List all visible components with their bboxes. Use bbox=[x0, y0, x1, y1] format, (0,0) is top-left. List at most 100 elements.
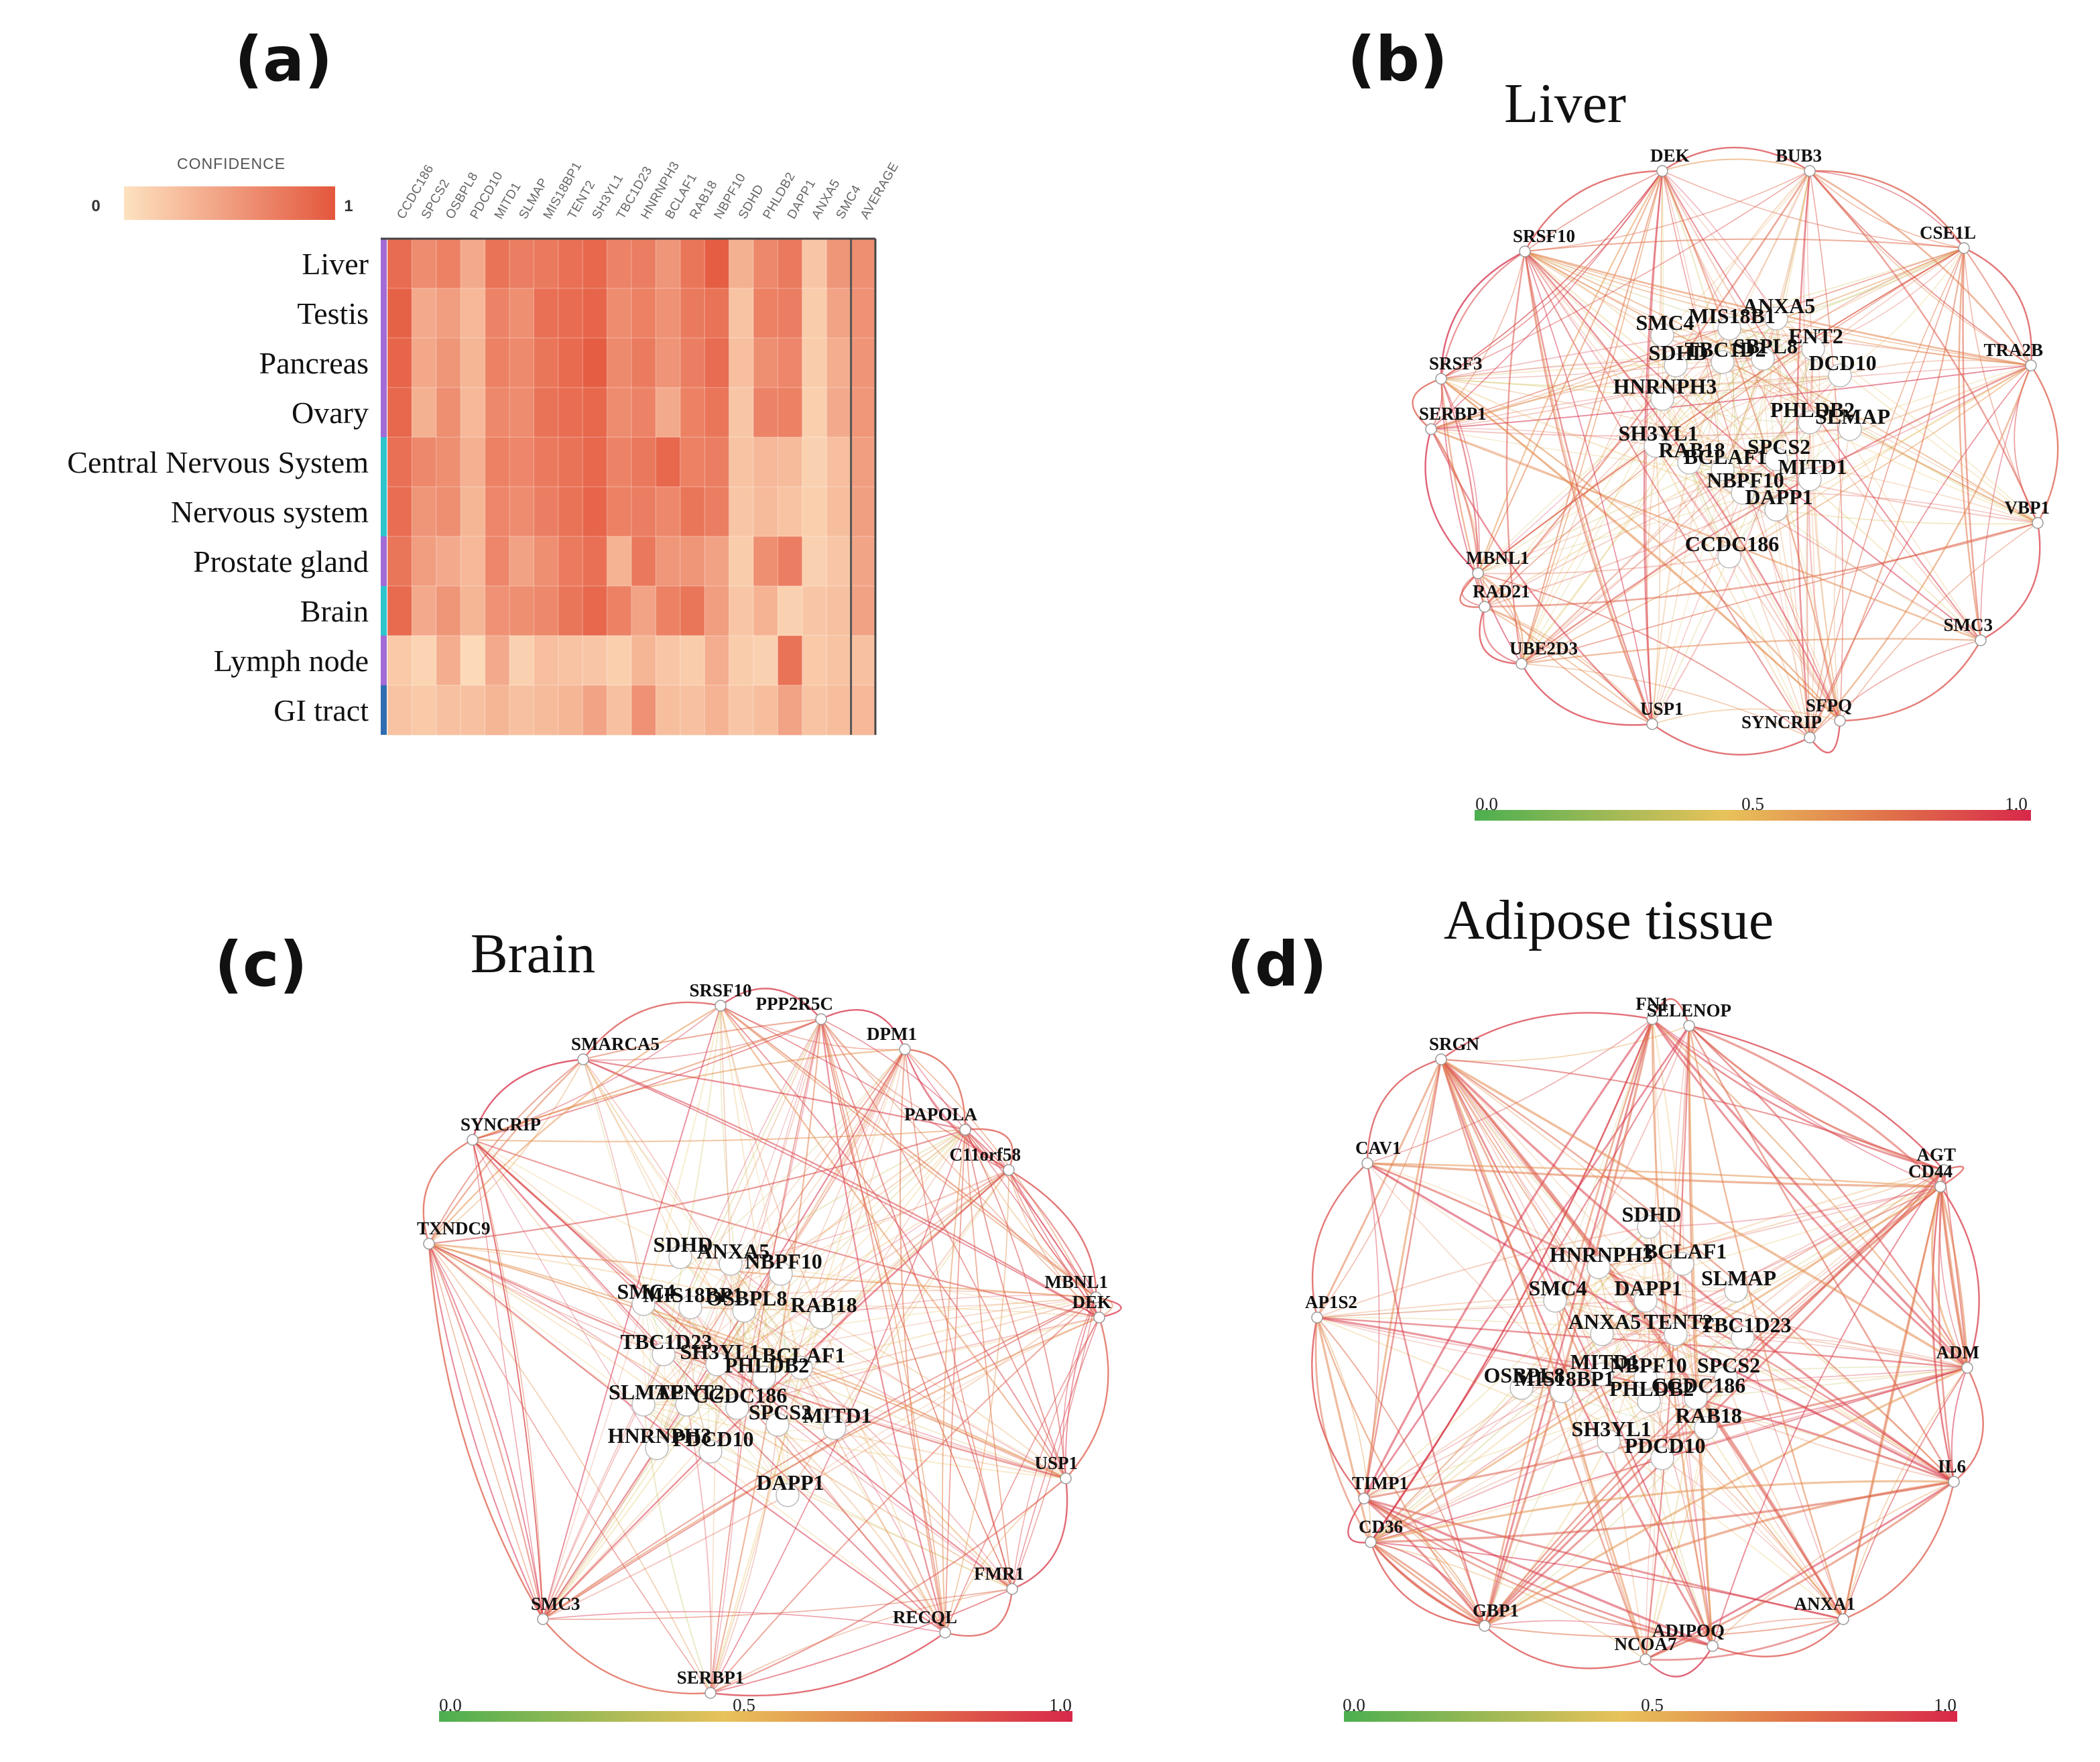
network-node-label: DEK bbox=[1072, 1292, 1111, 1312]
network-node-label: OSBPL8 bbox=[1484, 1363, 1565, 1387]
network-edge bbox=[1483, 606, 1522, 665]
network-node-label: SMC3 bbox=[1944, 615, 1993, 635]
network-edge bbox=[942, 1129, 966, 1633]
network-edge bbox=[1370, 1541, 1485, 1627]
network-edge bbox=[1675, 1169, 1944, 1335]
network-edge bbox=[762, 1273, 782, 1378]
network-node-label: SBPL8 bbox=[1733, 334, 1798, 358]
network-edge bbox=[1430, 328, 1730, 430]
network-edge bbox=[1316, 1226, 1650, 1318]
network-edge bbox=[1939, 1186, 1969, 1368]
heatmap-row-label: Nervous system bbox=[171, 495, 369, 529]
heatmap-cell bbox=[729, 387, 755, 438]
heatmap-cell bbox=[704, 387, 730, 438]
network-edge bbox=[1722, 361, 1851, 430]
network-edge bbox=[1688, 1024, 1944, 1171]
network-edge bbox=[1440, 1059, 1646, 1378]
network-edge bbox=[1652, 459, 1778, 725]
network-edge bbox=[1662, 146, 1810, 172]
heatmap-cell bbox=[533, 288, 559, 339]
network-node-label: OSBPL8 bbox=[706, 1286, 788, 1310]
network-edge bbox=[1675, 1334, 1955, 1482]
network-node-label: SPCS2 bbox=[749, 1400, 812, 1424]
network-edge bbox=[1812, 247, 1965, 349]
network-node-label: MIS18BP1 bbox=[643, 1283, 743, 1307]
heatmap-cell bbox=[607, 337, 633, 389]
network-edge bbox=[1729, 428, 1851, 557]
network-edge bbox=[1688, 1024, 1944, 1171]
network-edge bbox=[820, 1018, 946, 1633]
network-edge bbox=[1953, 1367, 1984, 1482]
network-edge bbox=[428, 1242, 1066, 1480]
heatmap-cell bbox=[851, 486, 877, 538]
network-edge bbox=[1316, 1317, 1485, 1627]
network-node bbox=[1060, 1472, 1072, 1484]
network-node-label: MITD1 bbox=[802, 1403, 871, 1427]
heatmap-cell bbox=[582, 238, 608, 290]
heatmap-cell bbox=[826, 685, 852, 736]
network-edge bbox=[1598, 1267, 1663, 1459]
network-edge bbox=[472, 1139, 946, 1633]
heatmap-cell bbox=[607, 536, 633, 587]
network-node bbox=[1731, 481, 1755, 505]
heatmap-cell bbox=[631, 486, 657, 538]
network-edge bbox=[1601, 1334, 1968, 1368]
network-edge bbox=[1561, 1366, 1968, 1392]
network-node bbox=[1590, 1362, 1614, 1387]
network-edge bbox=[1316, 1316, 1968, 1369]
network-edge bbox=[710, 1588, 1013, 1694]
network-edge bbox=[1316, 1317, 1372, 1543]
heatmap-cell bbox=[826, 436, 852, 488]
network-node bbox=[1006, 1583, 1018, 1595]
heatmap-cell bbox=[582, 486, 608, 538]
network-node bbox=[1975, 634, 1987, 646]
network-edge bbox=[1776, 459, 2038, 524]
network-edge bbox=[1440, 1025, 1690, 1062]
network-edge bbox=[1662, 170, 1841, 721]
network-edge bbox=[1776, 348, 1814, 460]
network-node-label: SFPQ bbox=[1806, 695, 1852, 715]
network-edge bbox=[800, 1367, 1013, 1590]
heatmap-cell bbox=[777, 288, 803, 339]
network-node-label: SRGN bbox=[1429, 1034, 1480, 1054]
heatmap-cell bbox=[436, 436, 462, 488]
network-node bbox=[1550, 1379, 1574, 1403]
network-edge bbox=[904, 1048, 967, 1130]
heatmap-cell bbox=[509, 288, 535, 339]
network-node bbox=[675, 1393, 699, 1417]
network-edge bbox=[1809, 170, 2039, 524]
network-edge bbox=[1064, 1297, 1097, 1479]
network-node bbox=[1764, 497, 1788, 522]
heatmap-cell bbox=[558, 387, 584, 438]
heatmap-cell bbox=[460, 238, 486, 290]
network-edge bbox=[717, 1317, 822, 1365]
network-node-label: AGT bbox=[1916, 1144, 1956, 1165]
network-node-label: RAB18 bbox=[1658, 438, 1725, 462]
network-edge bbox=[1742, 170, 1810, 493]
network-edge bbox=[1839, 640, 1982, 722]
network-edge bbox=[1688, 1025, 1845, 1620]
network-edge bbox=[904, 1049, 1013, 1590]
heatmap-cell bbox=[533, 387, 559, 438]
heatmap-cell bbox=[411, 436, 437, 488]
network-edge bbox=[1776, 247, 1965, 319]
heatmap-cell bbox=[387, 685, 413, 736]
network-edge bbox=[720, 1005, 778, 1425]
heatmap-cell bbox=[607, 635, 633, 687]
network-edge bbox=[710, 1263, 732, 1452]
network-node bbox=[631, 1393, 656, 1417]
network-edge bbox=[1655, 428, 1851, 447]
network-node bbox=[1764, 447, 1788, 471]
network-edge bbox=[643, 1005, 721, 1305]
network-node bbox=[1837, 1613, 1849, 1625]
heatmap-cell bbox=[826, 585, 852, 637]
network-edge bbox=[582, 1059, 731, 1265]
network-edge bbox=[1424, 428, 1479, 574]
network-edge bbox=[690, 1169, 1009, 1308]
heatmap-column-labels: CCDC186SPCS2OSBPL8PDCD10MITD1SLMAPMIS18B… bbox=[394, 159, 902, 221]
network-node-label: SYNCRIP bbox=[460, 1114, 541, 1134]
network-edge bbox=[1367, 1162, 1955, 1483]
network-edge bbox=[643, 1303, 802, 1368]
network-edge bbox=[1370, 1541, 1485, 1627]
